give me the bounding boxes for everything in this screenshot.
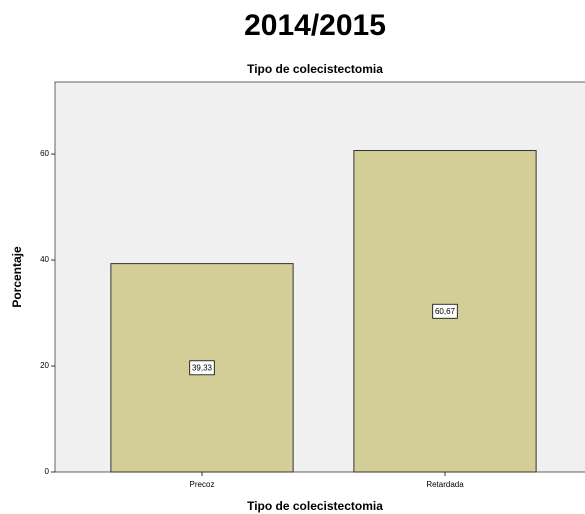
bar — [110, 263, 294, 473]
y-tick-label: 0 — [45, 467, 50, 476]
x-tick-label: Precoz — [190, 480, 215, 489]
data-label-box — [432, 303, 458, 319]
y-tick-label: 40 — [40, 255, 49, 264]
x-axis-label: Tipo de colecistectomia — [247, 499, 383, 513]
y-tick-label: 60 — [40, 149, 49, 158]
y-axis-label: Porcentaje — [10, 246, 24, 308]
y-tick-label: 20 — [40, 361, 49, 370]
chart-subtitle: Tipo de colecistectomia — [247, 62, 383, 76]
data-label: 60,67 — [435, 307, 456, 316]
x-tick-label: Retardada — [426, 480, 464, 489]
chart-title: 2014/2015 — [244, 9, 386, 42]
data-label-box — [189, 360, 215, 376]
data-label: 39,33 — [192, 363, 213, 372]
